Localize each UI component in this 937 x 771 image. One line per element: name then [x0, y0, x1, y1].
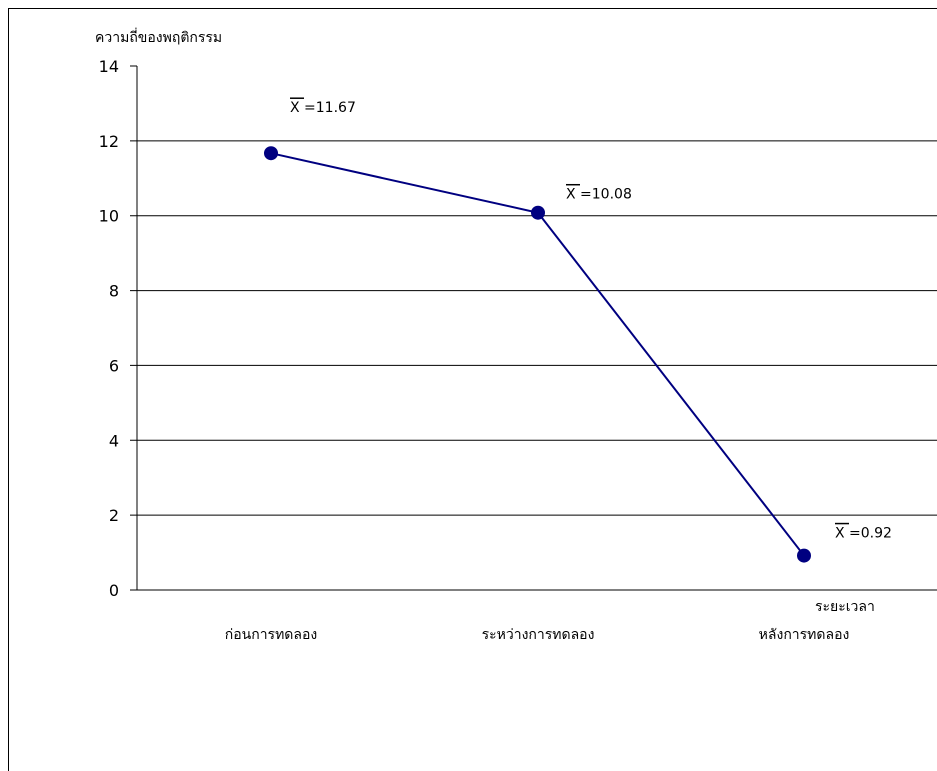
x-axis-label: ระยะเวลา: [815, 599, 875, 615]
y-tick-label: 12: [99, 132, 119, 151]
x-category-label: หลังการทดลอง: [759, 627, 850, 643]
mean-annotation: X =11.67: [290, 100, 356, 116]
x-axis-categories: ก่อนการทดลอง ระหว่างการทดลอง หลังการทดลอง: [225, 627, 850, 643]
y-tick-label: 0: [109, 581, 119, 600]
chart-frame: [8, 8, 937, 771]
y-axis-label: ความถี่ของพฤติกรรม: [95, 28, 222, 46]
y-tick-label: 8: [109, 282, 119, 301]
mean-annotation: X =10.08: [566, 187, 632, 203]
data-point: [531, 205, 545, 220]
data-point: [264, 146, 278, 161]
y-axis: 0 2 4 6 8 10 12 14: [99, 57, 138, 600]
y-tick-label: 2: [109, 506, 119, 525]
data-point: [797, 548, 811, 563]
y-tick-label: 10: [99, 207, 119, 226]
data-annotations: X =11.67 X =10.08 X =0.92: [290, 97, 892, 542]
x-category-label: ก่อนการทดลอง: [225, 627, 317, 643]
gridlines: [130, 65, 937, 591]
y-tick-label: 6: [109, 356, 119, 375]
y-tick-label: 4: [109, 431, 119, 450]
mean-annotation: X =0.92: [835, 526, 892, 542]
y-tick-label: 14: [99, 57, 119, 76]
x-category-label: ระหว่างการทดลอง: [482, 627, 595, 643]
series-lines: [264, 146, 811, 563]
